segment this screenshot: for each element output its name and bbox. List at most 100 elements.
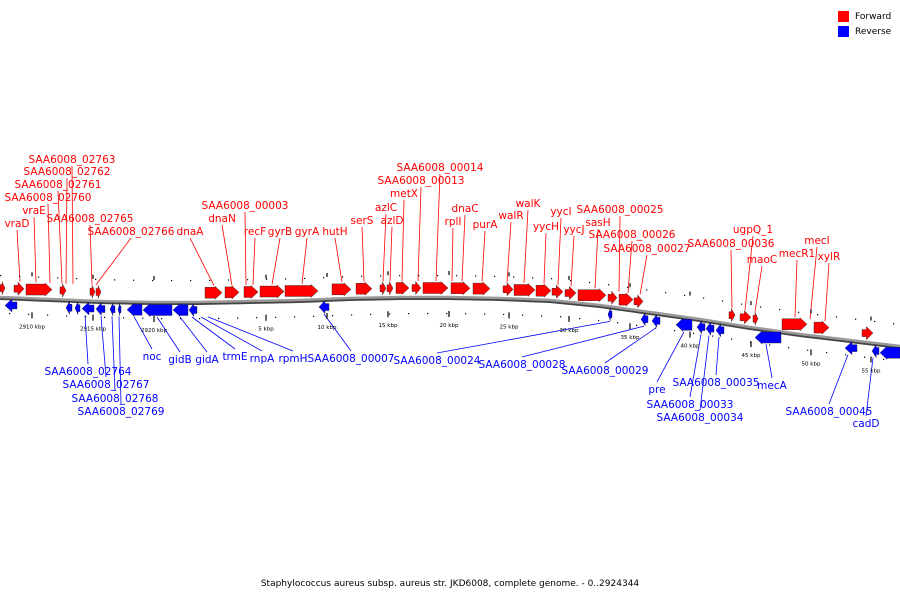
forward-gene-label: SAA6008_00026 — [589, 229, 676, 241]
forward-gene-label: ugpQ_1 — [733, 224, 773, 236]
forward-gene-label: dnaA — [177, 226, 205, 238]
forward-gene-arrow — [224, 285, 240, 300]
forward-leader-line — [744, 235, 754, 311]
forward-gene-label: walK — [516, 198, 542, 210]
track-dot — [180, 318, 182, 320]
scale-label: 25 kbp — [500, 324, 519, 330]
track-dot — [646, 289, 648, 291]
reverse-gene-arrow — [126, 302, 143, 317]
track-dot — [475, 275, 477, 277]
forward-gene-label: SAA6008_00036 — [688, 238, 775, 250]
reverse-leader-line — [100, 315, 107, 378]
forward-leader-line — [570, 235, 575, 287]
reverse-leader-line — [699, 335, 710, 411]
track-dot — [522, 314, 524, 316]
forward-leader-line — [618, 215, 621, 292]
forward-gene-arrow — [633, 294, 644, 309]
forward-gene-arrow — [450, 281, 471, 296]
forward-gene-label: gyrA — [295, 226, 320, 238]
reverse-gene-label: cadD — [853, 418, 880, 430]
reverse-gene-label: SAA6008_00045 — [786, 406, 873, 418]
reverse-gene-label: SAA6008_00024 — [394, 355, 481, 367]
track-dot — [66, 315, 68, 317]
track-dot — [456, 275, 458, 277]
forward-gene-label: SAA6008_00013 — [378, 175, 465, 187]
forward-gene-label: SAA6008_02763 — [29, 154, 116, 166]
forward-gene-arrow — [577, 288, 607, 303]
forward-leader-line — [594, 228, 599, 289]
scale-label: 50 kbp — [802, 361, 821, 367]
track-dot — [266, 278, 268, 280]
forward-gene-arrow — [564, 286, 577, 301]
track-dot — [389, 313, 391, 315]
track-dot — [883, 358, 885, 361]
forward-leader-line — [417, 186, 422, 282]
forward-gene-label: SAA6008_00003 — [202, 200, 289, 212]
forward-gene-label: xylR — [818, 251, 841, 263]
scale-label: 20 kbp — [440, 323, 459, 329]
forward-gene-label: mecR1 — [779, 248, 815, 260]
forward-leader-line — [16, 229, 21, 282]
reverse-gene-label: SAA6008_02769 — [78, 406, 165, 418]
track-dot — [408, 313, 410, 315]
reverse-leader-line — [133, 316, 153, 350]
track-dot — [684, 294, 686, 296]
reverse-leader-line — [604, 327, 657, 364]
reverse-leader-line — [156, 316, 181, 353]
reverse-gene-label: gidA — [195, 354, 219, 366]
track-dot — [617, 322, 619, 324]
reverse-gene-label: gidB — [168, 354, 191, 366]
forward-leader-line — [451, 227, 454, 282]
track-dot — [817, 314, 819, 316]
track-dot — [779, 309, 781, 311]
track-dot — [47, 314, 49, 316]
track-dot — [693, 332, 695, 334]
reverse-gene-label: mecA — [757, 380, 787, 392]
track-dot — [655, 327, 657, 329]
track-dot — [484, 313, 486, 315]
track-dot — [494, 275, 496, 278]
forward-gene-label: yycJ — [563, 224, 584, 236]
track-dot — [627, 286, 629, 288]
scale-label: 5 kbp — [258, 327, 274, 333]
forward-gene-label: yycI — [550, 206, 571, 218]
track-dot — [427, 313, 429, 315]
scale-labels: 2910 kbp 2915 kbp 2920 kbp 5 kbp 10 kbp 15 kb… — [19, 323, 881, 375]
track-dot — [199, 318, 201, 320]
scale-label: 2915 kbp — [80, 327, 106, 333]
track-dot — [256, 317, 258, 319]
forward-gene-label: serS — [351, 215, 374, 227]
track-dot — [760, 306, 762, 308]
forward-leader-line — [95, 237, 132, 286]
forward-leader-line — [189, 237, 215, 286]
forward-leader-line — [794, 259, 798, 318]
reverse-gene-label: rpmH — [278, 353, 307, 365]
forward-gene-arrow — [861, 326, 874, 341]
track-dot — [855, 318, 857, 320]
scale-label: 2910 kbp — [19, 324, 45, 330]
track-dot — [351, 314, 353, 316]
track-dot — [342, 276, 344, 278]
track-dot — [218, 317, 220, 320]
forward-leader-line — [244, 211, 247, 286]
forward-gene-arrow — [535, 283, 552, 298]
forward-leader-line — [557, 217, 562, 285]
scale-label: 10 kbp — [318, 325, 337, 331]
forward-gene-arrow — [204, 285, 223, 300]
forward-gene-label: SAA6008_02765 — [47, 213, 134, 225]
track-dot — [674, 330, 676, 332]
reverse-gene-arrow — [65, 300, 73, 316]
track-dot — [788, 347, 790, 349]
track-dot — [845, 354, 847, 356]
track-dot — [731, 338, 733, 340]
forward-gene-label: recF — [244, 226, 266, 238]
forward-gene-label: mecI — [804, 235, 830, 247]
leader-lines — [16, 165, 874, 417]
forward-leader-line — [89, 224, 93, 285]
reverse-gene-label: rnpA — [250, 353, 275, 365]
track-dot — [123, 317, 125, 319]
forward-gene-label: SAA6008_00014 — [397, 162, 484, 174]
reverse-leader-line — [521, 325, 645, 358]
forward-leader-line — [361, 226, 365, 282]
